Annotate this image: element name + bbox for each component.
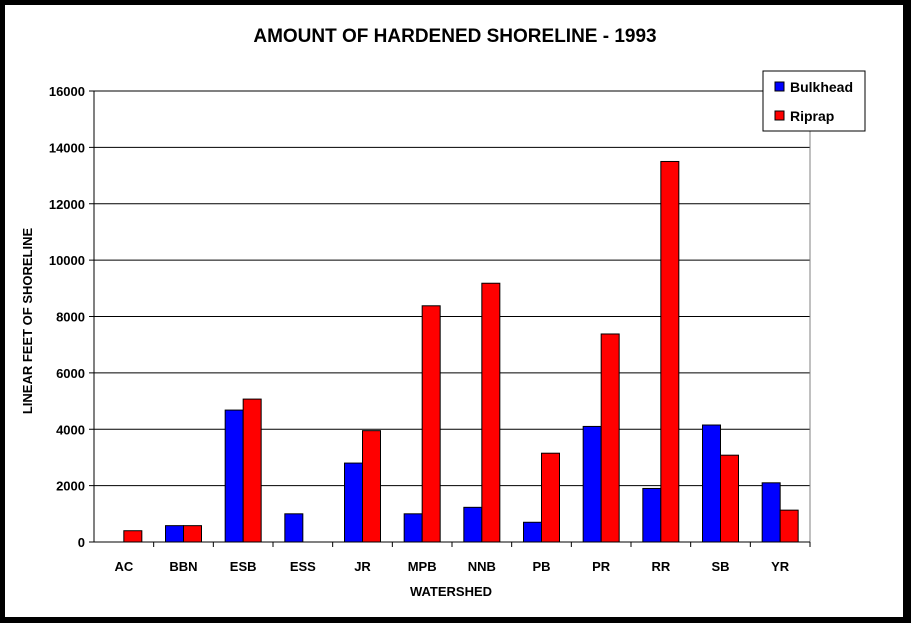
bar-riprap-sb <box>720 454 739 543</box>
bar-bulkhead-bbn <box>165 525 184 543</box>
chart-title: AMOUNT OF HARDENED SHORELINE - 1993 <box>253 26 656 47</box>
x-axis-label: WATERSHED <box>410 584 492 599</box>
bar-riprap-esb <box>242 398 262 543</box>
y-tick-label: 6000 <box>56 366 85 381</box>
bar-riprap-pr <box>600 333 620 543</box>
bar-bulkhead-ess <box>284 513 304 543</box>
x-tick-label: MPB <box>408 559 437 574</box>
y-tick-label: 2000 <box>56 479 85 494</box>
y-tick-label: 12000 <box>49 197 85 212</box>
bar-bulkhead-jr <box>344 462 363 543</box>
y-tick-label: 10000 <box>49 253 85 268</box>
x-tick-label: YR <box>771 559 790 574</box>
x-tick-label: SB <box>711 559 729 574</box>
x-tick-label: ESB <box>230 559 257 574</box>
bar-bulkhead-pr <box>582 425 602 543</box>
bar-bulkhead-pb <box>523 521 542 543</box>
legend-swatch-riprap <box>774 110 785 121</box>
legend-box <box>762 70 866 132</box>
legend: Bulkhead Riprap <box>762 70 866 132</box>
x-tick-label: RR <box>651 559 670 574</box>
x-tick-label: NNB <box>468 559 496 574</box>
x-tick-label: JR <box>354 559 371 574</box>
bar-riprap-yr <box>779 509 799 543</box>
bar-riprap-ac <box>123 530 143 543</box>
bar-riprap-nnb <box>481 282 501 543</box>
bar-riprap-bbn <box>183 525 202 543</box>
bar-riprap-mpb <box>421 305 441 543</box>
chart: AMOUNT OF HARDENED SHORELINE - 1993 0 200… <box>20 26 866 599</box>
bar-riprap-pb <box>541 452 560 543</box>
x-tick-label: PB <box>532 559 550 574</box>
bar-bulkhead-esb <box>224 409 244 543</box>
bar-bulkhead-mpb <box>403 513 423 543</box>
y-tick-label: 14000 <box>49 140 85 155</box>
bar-riprap-rr <box>660 160 680 543</box>
legend-label-bulkhead: Bulkhead <box>790 79 853 95</box>
bar-bulkhead-yr <box>761 482 781 543</box>
y-axis-label: LINEAR FEET OF SHORELINE <box>20 228 35 415</box>
legend-label-riprap: Riprap <box>790 108 834 124</box>
bar-bulkhead-rr <box>642 487 662 543</box>
y-tick-label: 8000 <box>56 310 85 325</box>
bar-bulkhead-nnb <box>463 506 483 543</box>
bar-riprap-jr <box>362 430 381 543</box>
x-tick-label: BBN <box>169 559 197 574</box>
y-tick-label: 16000 <box>49 84 85 99</box>
y-tick-label: 0 <box>78 535 85 550</box>
y-tick-label: 4000 <box>56 422 85 437</box>
x-tick-label: PR <box>592 559 611 574</box>
x-tick-label: AC <box>114 559 133 574</box>
x-tick-label: ESS <box>290 559 316 574</box>
bar-bulkhead-sb <box>702 424 721 543</box>
legend-swatch-bulkhead <box>774 81 785 92</box>
chart-frame: AMOUNT OF HARDENED SHORELINE - 1993 0 200… <box>5 5 903 617</box>
plot-area: 0 2000 4000 6000 8000 10000 12000 14000 16000 AC B… <box>49 84 811 574</box>
